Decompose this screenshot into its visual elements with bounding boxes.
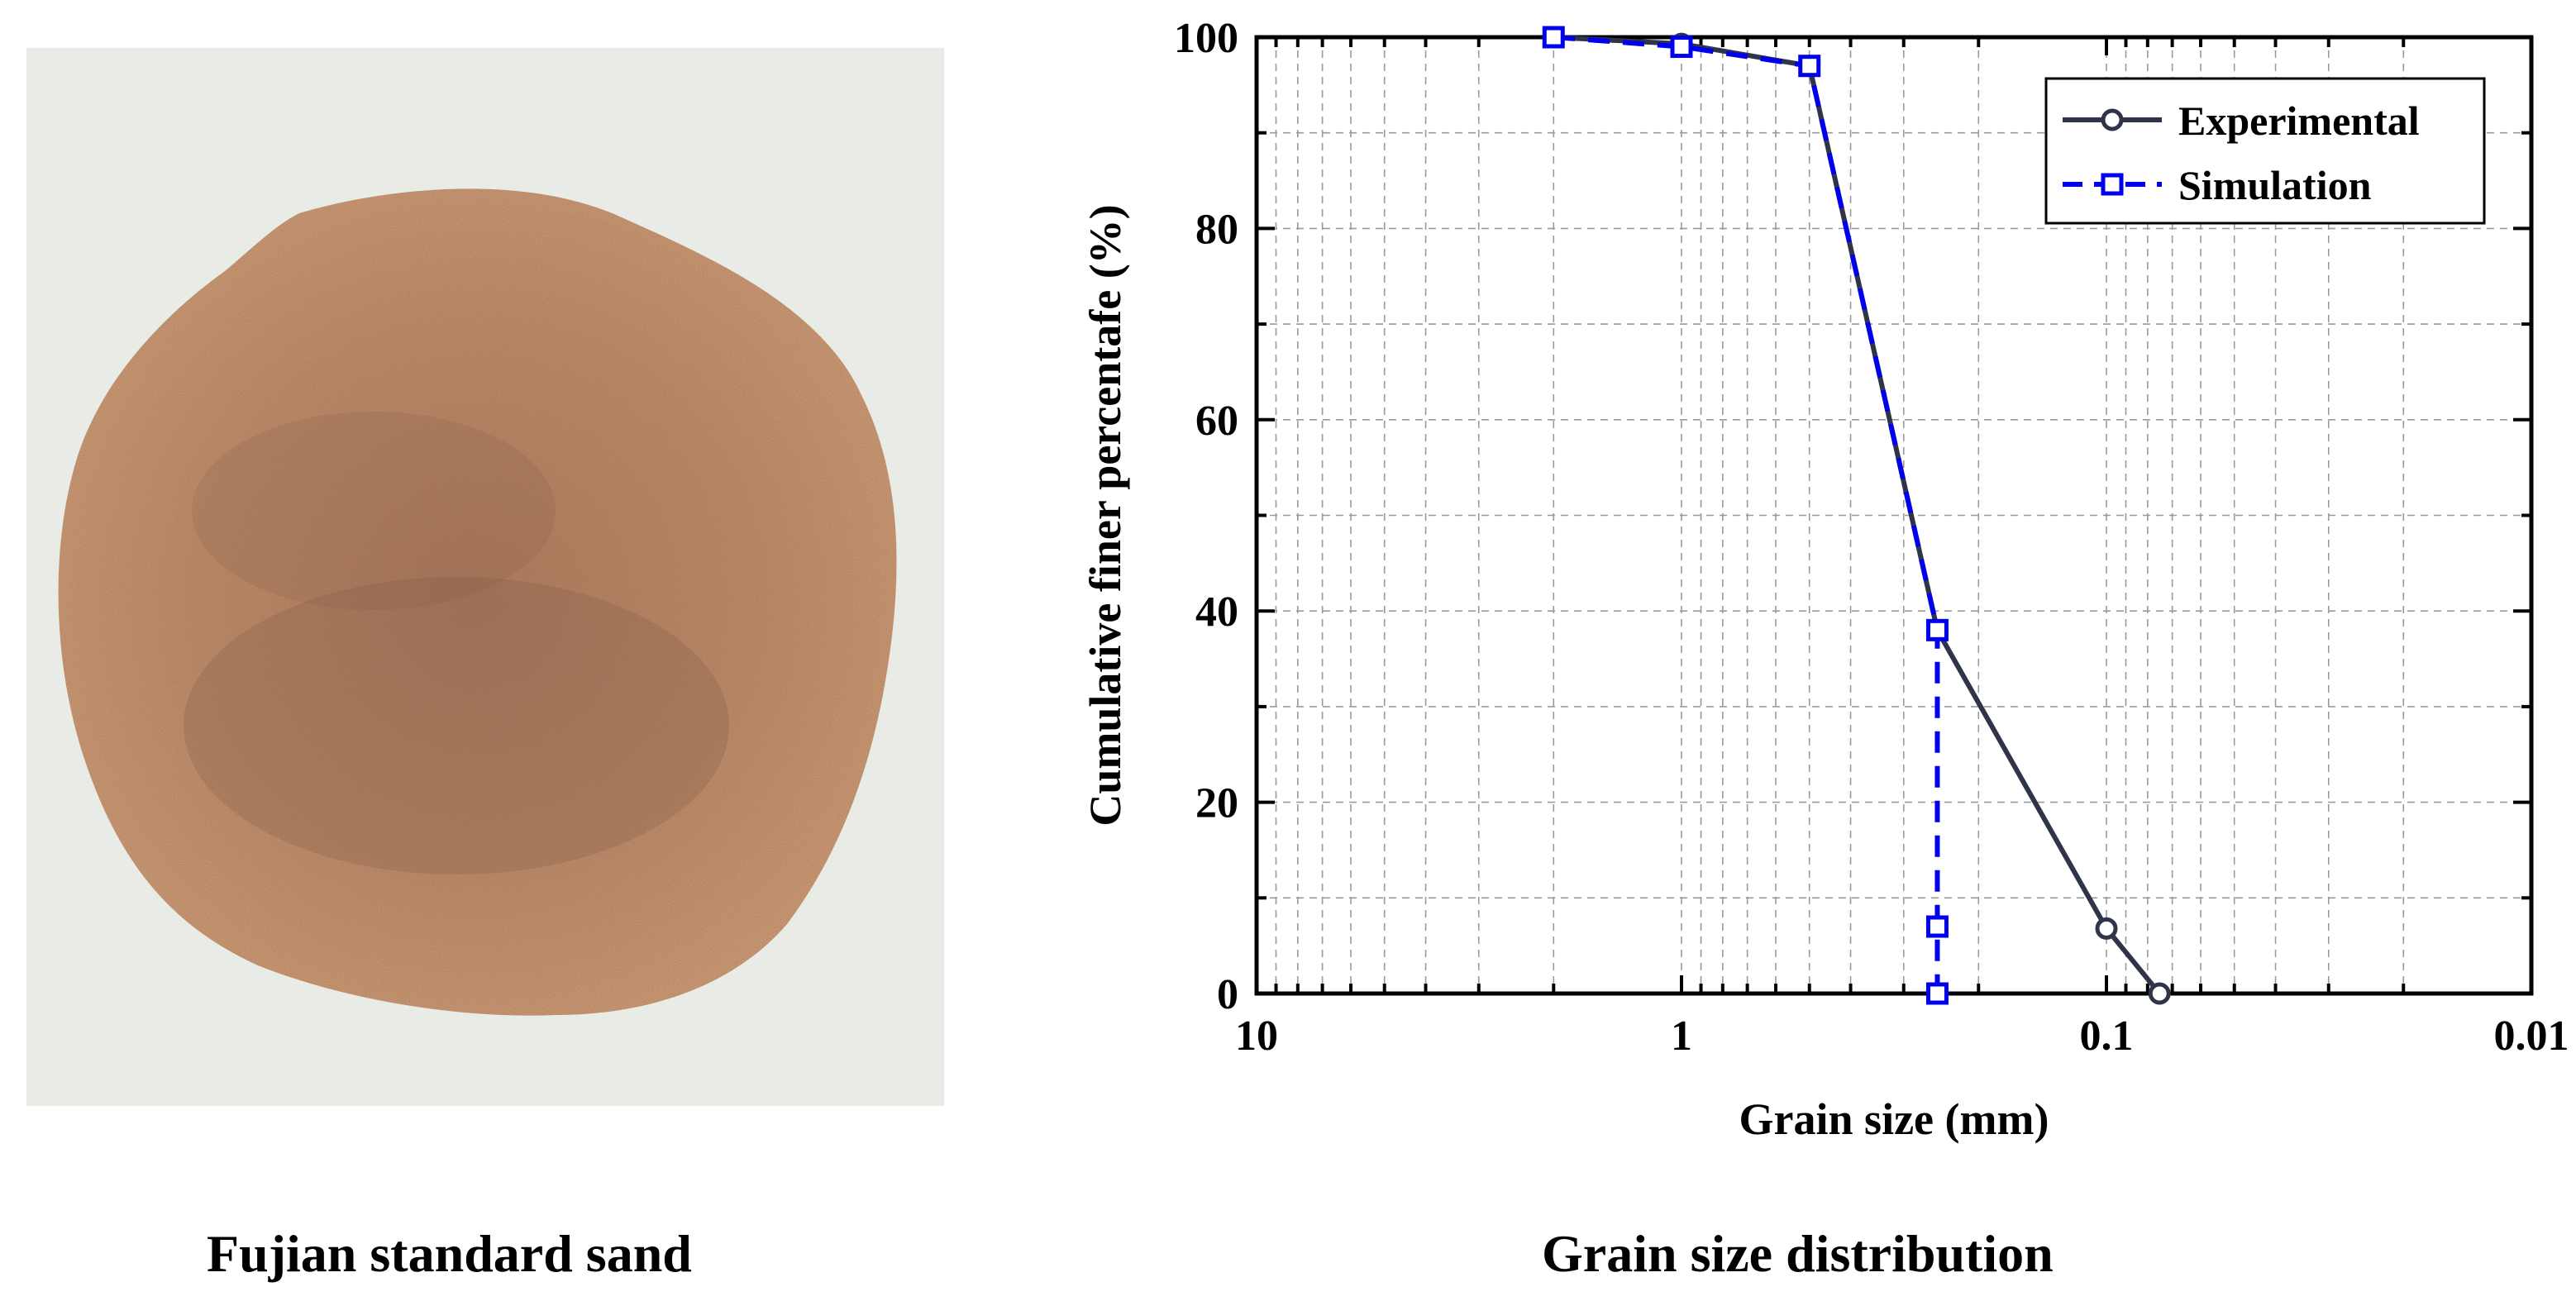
sand-shadow-region (192, 412, 556, 610)
y-tick-label: 60 (1195, 398, 1238, 445)
y-tick-label: 100 (1174, 15, 1238, 62)
caption-sand-photo: Fujian standard sand (207, 1224, 692, 1283)
legend: Experimental Simulation (2044, 77, 2486, 225)
x-tick-label: 0.01 (2494, 1013, 2569, 1060)
x-tick-label: 1 (1671, 1013, 1692, 1060)
y-tick-label: 40 (1195, 589, 1238, 636)
y-tick-label: 0 (1217, 971, 1238, 1018)
axis-labels: 10 1 0.1 0.01 0 20 40 60 80 100 Grain size (mm) Cum… (1080, 15, 2569, 1144)
data-point-simulation (1925, 915, 1949, 938)
data-point-simulation (1925, 982, 1949, 1005)
sand-photo (26, 48, 944, 1106)
x-tick-label: 0.1 (2080, 1013, 2134, 1060)
grid-lines (1257, 37, 2531, 994)
axes (1254, 35, 2534, 996)
data-point-experimental (2095, 917, 2118, 940)
series-line-simulation (1553, 35, 1940, 994)
sand-texture (58, 188, 897, 1016)
data-point-simulation (1925, 618, 1949, 641)
legend-label-simulation: Simulation (2178, 162, 2372, 208)
data-point-simulation (1798, 55, 1821, 78)
x-axis-title: Grain size (mm) (1739, 1094, 2049, 1144)
data-point-simulation (1670, 36, 1693, 59)
legend-label-experimental: Experimental (2178, 98, 2420, 144)
sand-shadow-region (184, 577, 729, 874)
data-point-simulation (1542, 26, 1565, 49)
y-axis-title: Cumulative finer percentafe (%) (1080, 204, 1130, 826)
data-point-experimental (2148, 982, 2171, 1005)
legend-marker-simulation (2101, 173, 2124, 196)
y-tick-label: 80 (1195, 206, 1238, 253)
caption-grain-size: Grain size distribution (1542, 1224, 2054, 1283)
legend-marker-experimental (2101, 108, 2124, 131)
x-tick-label: 10 (1235, 1013, 1278, 1060)
legend-box (2044, 77, 2486, 225)
series-layer (1542, 26, 2171, 1005)
y-tick-label: 20 (1195, 780, 1238, 827)
